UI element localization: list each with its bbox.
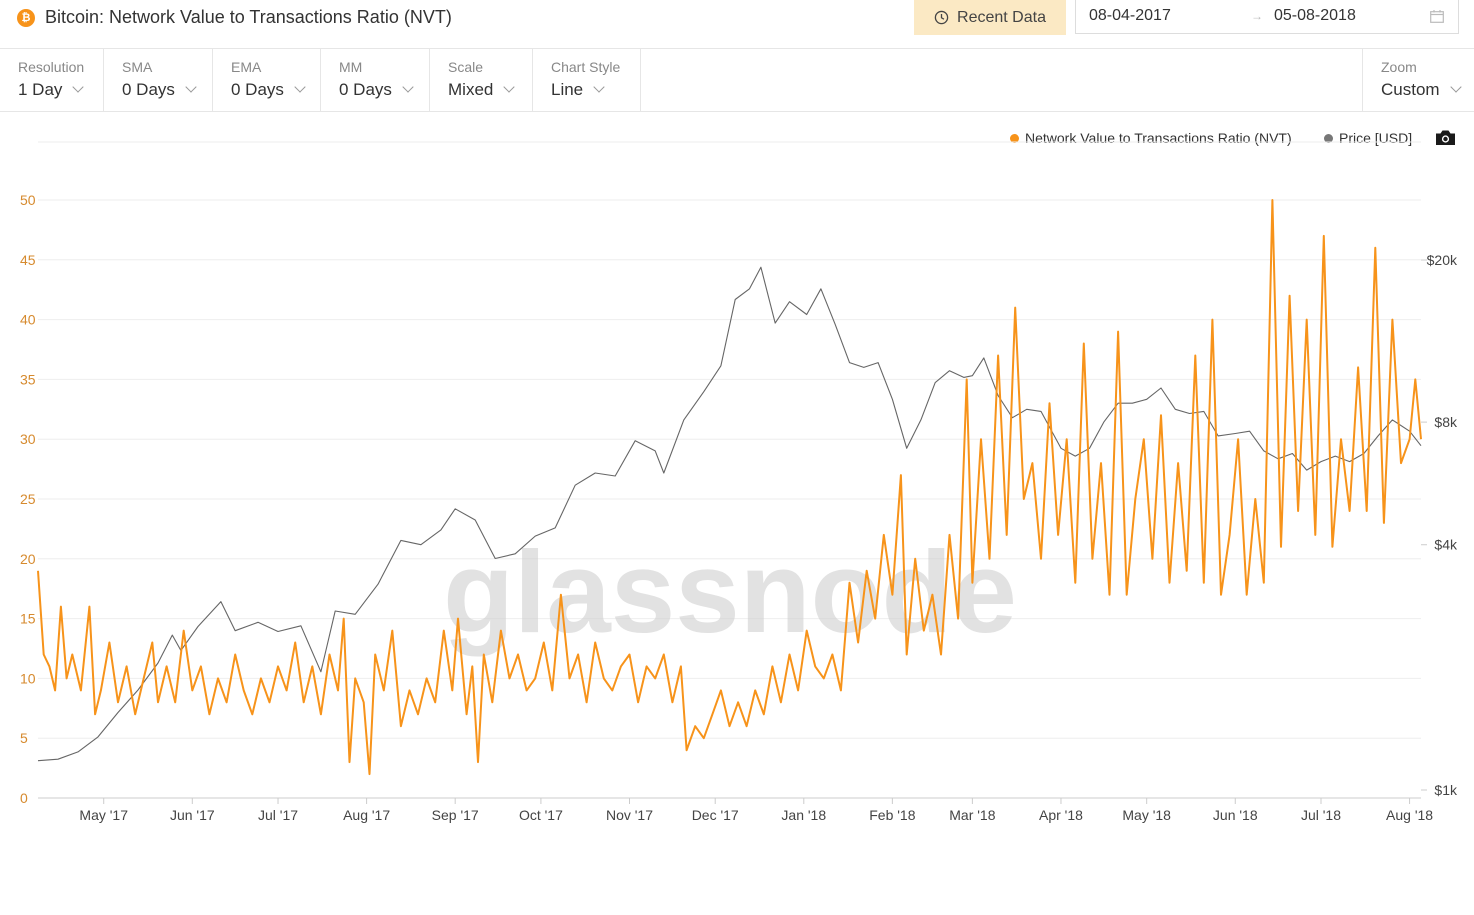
x-axis: May '17 Jun '17 Jul '17 Aug '17 Sep '17 Oct '… (79, 798, 1433, 823)
x-axis-tick-label: Sep '17 (432, 807, 479, 823)
chevron-down-icon (503, 81, 516, 93)
left-axis-tick-label: 40 (20, 312, 36, 328)
zoom-select[interactable]: Zoom Custom (1362, 49, 1474, 111)
x-axis-tick-label: May '17 (79, 807, 128, 823)
calendar-icon[interactable] (1430, 10, 1444, 23)
right-axis-tick-label: $20k (1427, 252, 1458, 268)
mm-select[interactable]: MM 0 Days (321, 49, 430, 111)
grid (38, 141, 1421, 799)
x-axis-tick-label: May '18 (1122, 807, 1171, 823)
chevron-down-icon (294, 81, 306, 93)
ema-select[interactable]: EMA 0 Days (213, 49, 321, 111)
chart-style-value: Line (551, 80, 584, 99)
nvt-chart[interactable]: glassnode 0 5 10 15 20 25 30 35 40 45 50 $1k $4k $8k… (0, 110, 1474, 910)
left-axis-tick-label: 35 (20, 371, 36, 387)
chart-header: ₿ Bitcoin: Network Value to Transactions… (0, 0, 1474, 48)
left-axis-tick-label: 25 (20, 491, 36, 507)
ema-label: EMA (231, 59, 262, 75)
sma-select[interactable]: SMA 0 Days (104, 49, 213, 111)
left-axis-tick-label: 0 (20, 790, 28, 806)
sma-label: SMA (122, 59, 153, 75)
left-axis-tick-label: 5 (20, 730, 28, 746)
chevron-down-icon (72, 81, 85, 93)
watermark: glassnode (443, 527, 1017, 657)
x-axis-tick-label: Jul '17 (258, 807, 298, 823)
chart-style-label: Chart Style (551, 59, 621, 75)
zoom-value: Custom (1381, 80, 1440, 99)
x-axis-tick-label: Mar '18 (949, 807, 995, 823)
left-axis-tick-label: 20 (20, 551, 36, 567)
x-axis-tick-label: Dec '17 (692, 807, 739, 823)
x-axis-tick-label: Apr '18 (1039, 807, 1083, 823)
x-axis-tick-label: Jun '17 (170, 807, 215, 823)
x-axis-tick-label: Jul '18 (1301, 807, 1341, 823)
legend-dot-icon (1010, 134, 1019, 143)
chevron-down-icon (593, 81, 605, 93)
chevron-down-icon (1449, 81, 1462, 93)
chart-toolbar: Resolution 1 Day SMA 0 Days EMA 0 Days M… (0, 48, 1474, 112)
camera-icon[interactable] (1435, 129, 1456, 146)
date-range-picker[interactable]: 08-04-2017 → 05-08-2018 (1075, 0, 1459, 34)
right-axis: $1k $4k $8k $20k (1421, 252, 1458, 798)
right-axis-tick-label: $1k (1434, 782, 1458, 798)
clock-icon (934, 10, 949, 25)
resolution-select[interactable]: Resolution 1 Day (0, 49, 104, 111)
chevron-down-icon (185, 81, 197, 93)
right-axis-tick-label: $8k (1434, 414, 1458, 430)
x-axis-tick-label: Jan '18 (781, 807, 826, 823)
recent-data-label: Recent Data (957, 8, 1046, 26)
mm-label: MM (339, 59, 363, 75)
x-axis-tick-label: Aug '17 (343, 807, 390, 823)
resolution-value: 1 Day (18, 80, 63, 99)
x-axis-tick-label: Oct '17 (519, 807, 563, 823)
chart-title: Bitcoin: Network Value to Transactions R… (45, 7, 452, 27)
left-axis-tick-label: 45 (20, 252, 36, 268)
date-from-input[interactable]: 08-04-2017 (1089, 7, 1171, 24)
date-to-input[interactable]: 05-08-2018 (1274, 7, 1356, 24)
left-axis-tick-label: 15 (20, 611, 36, 627)
ema-value: 0 Days (231, 80, 284, 99)
sma-value: 0 Days (122, 80, 175, 99)
right-axis-tick-label: $4k (1434, 537, 1458, 553)
recent-data-button[interactable]: Recent Data (914, 0, 1066, 35)
left-axis-tick-label: 50 (20, 192, 36, 208)
x-axis-tick-label: Feb '18 (869, 807, 915, 823)
chart-style-select[interactable]: Chart Style Line (533, 49, 641, 111)
nvt-series-line (37, 199, 1422, 776)
zoom-label: Zoom (1381, 59, 1417, 75)
resolution-label: Resolution (18, 59, 85, 75)
scale-value: Mixed (448, 80, 494, 99)
legend-dot-icon (1324, 134, 1333, 143)
scale-select[interactable]: Scale Mixed (430, 49, 533, 111)
bitcoin-icon: ₿ (17, 9, 35, 27)
chevron-down-icon (402, 81, 414, 93)
left-axis-tick-label: 10 (20, 670, 36, 686)
arrow-right-icon: → (1251, 9, 1263, 23)
x-axis-tick-label: Jun '18 (1213, 807, 1258, 823)
scale-label: Scale (448, 59, 484, 75)
series-layer (37, 199, 1422, 776)
x-axis-tick-label: Nov '17 (606, 807, 653, 823)
left-axis: 0 5 10 15 20 25 30 35 40 45 50 (20, 192, 36, 806)
x-axis-tick-label: Aug '18 (1386, 807, 1433, 823)
mm-value: 0 Days (339, 80, 392, 99)
left-axis-tick-label: 30 (20, 431, 36, 447)
